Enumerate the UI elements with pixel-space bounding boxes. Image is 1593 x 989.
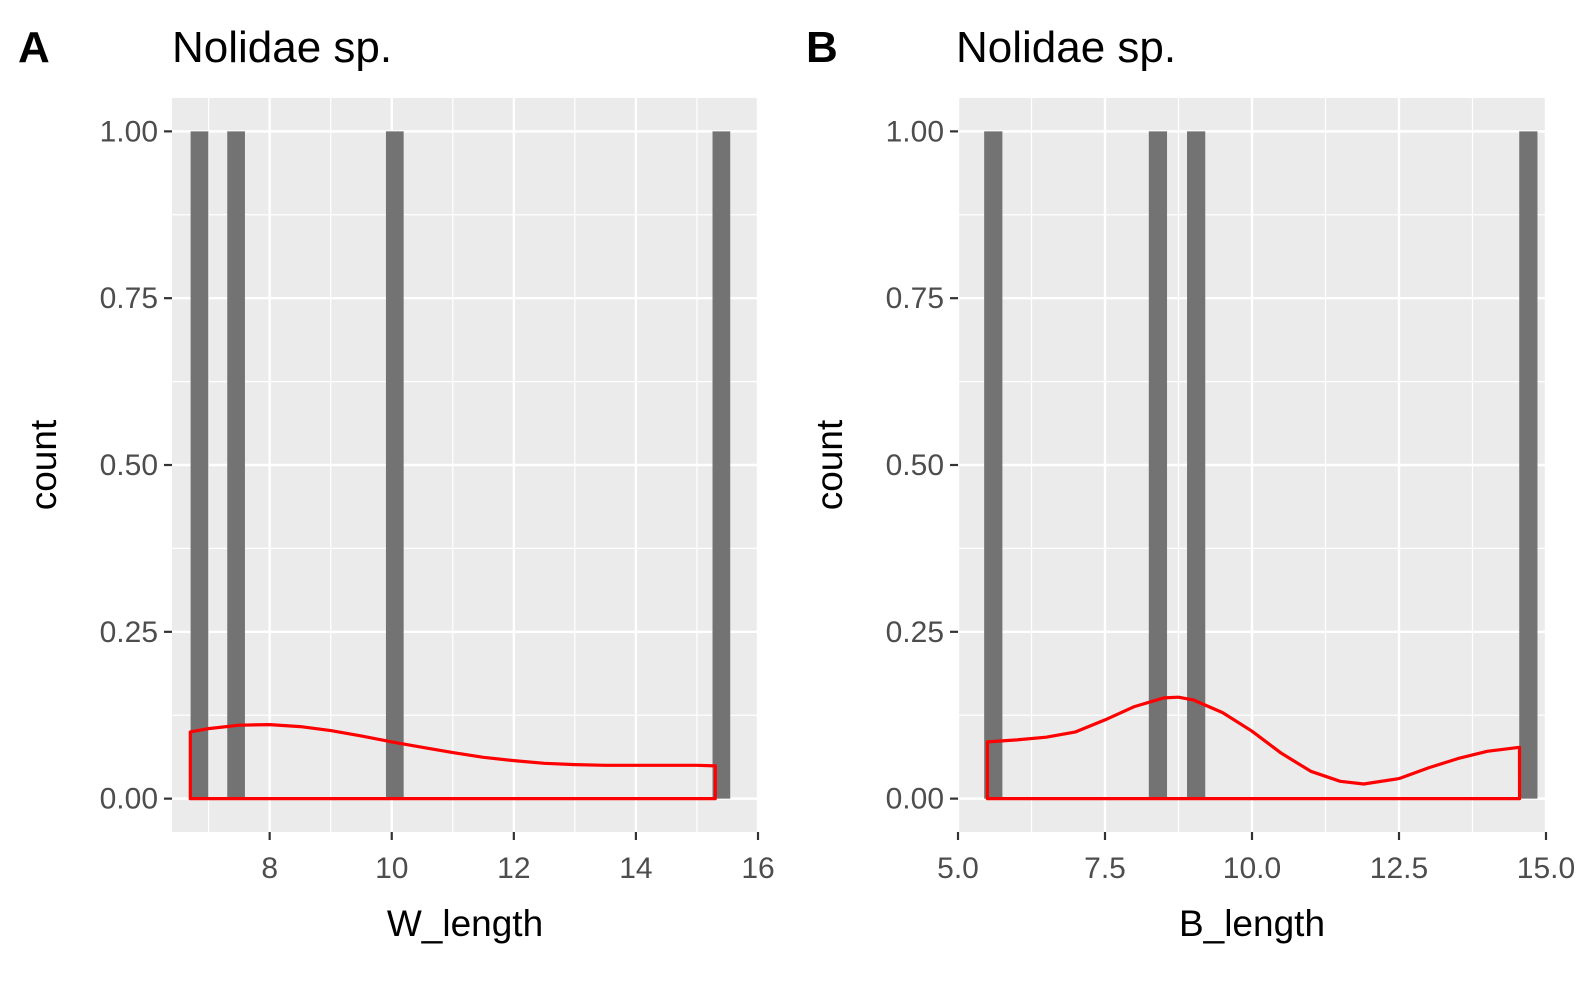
y-tick-label: 0.00	[886, 783, 944, 816]
x-tick-label: 15.0	[1517, 852, 1575, 885]
x-axis-title: B_length	[1179, 903, 1325, 944]
x-tick-label: 10.0	[1223, 852, 1281, 885]
x-tick-label: 16	[741, 852, 774, 885]
histogram-bar	[1187, 131, 1206, 799]
y-tick-label: 0.50	[100, 449, 158, 482]
histogram-bar	[385, 131, 404, 799]
x-tick-label: 10	[375, 852, 408, 885]
y-tick-label: 1.00	[886, 115, 944, 148]
histogram-bar	[712, 131, 731, 799]
y-axis-title: count	[809, 419, 850, 510]
x-tick-label: 14	[619, 852, 652, 885]
x-tick-label: 5.0	[937, 852, 979, 885]
y-tick-label: 0.25	[886, 616, 944, 649]
y-tick-label: 0.25	[100, 616, 158, 649]
histogram-bar	[1519, 131, 1538, 799]
panel-a: 0.00 0.25 0.50 0.75 1.00 8 10 12 14 16 W_length cou…	[18, 23, 775, 944]
chart-title: Nolidae sp.	[956, 23, 1176, 72]
y-axis-title: count	[23, 419, 64, 510]
x-axis-title: W_length	[387, 903, 543, 944]
density-curve	[985, 695, 1522, 801]
y-tick-label: 0.75	[100, 282, 158, 315]
histogram-bar	[227, 131, 245, 799]
panel-label: A	[18, 23, 50, 72]
panel-label: B	[806, 23, 838, 72]
y-tick-label: 1.00	[100, 115, 158, 148]
panel-b: 0.00 0.25 0.50 0.75 1.00 5.0 7.5 10.0 12.5 15.0 B_…	[806, 23, 1575, 944]
histogram-bar	[984, 131, 1003, 799]
histogram-bar	[1148, 131, 1168, 799]
y-tick-label: 0.00	[100, 783, 158, 816]
x-tick-label: 12	[497, 852, 530, 885]
x-tick-label: 8	[261, 852, 278, 885]
x-tick-label: 7.5	[1084, 852, 1126, 885]
histogram-bar	[190, 131, 209, 799]
x-tick-label: 12.5	[1370, 852, 1428, 885]
y-tick-label: 0.75	[886, 282, 944, 315]
chart-title: Nolidae sp.	[172, 23, 392, 72]
density-curve	[188, 723, 717, 801]
y-tick-label: 0.50	[886, 449, 944, 482]
